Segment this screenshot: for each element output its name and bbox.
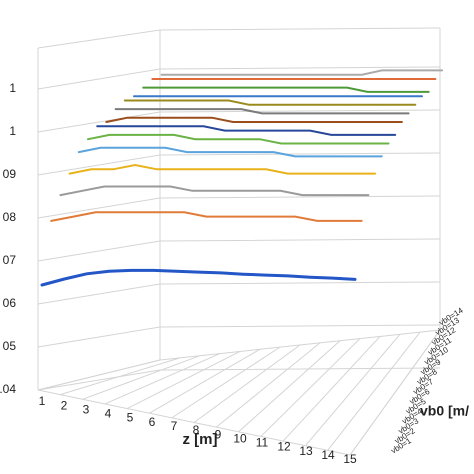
x-tick-label: 7 bbox=[171, 419, 178, 433]
x-tick-label: 8 bbox=[193, 423, 200, 437]
floor-grid-line bbox=[238, 340, 341, 433]
series-line bbox=[59, 185, 370, 197]
x-tick-label: 9 bbox=[215, 427, 222, 441]
x-axis-label: z [m] bbox=[183, 431, 218, 448]
floor-grid-line bbox=[305, 333, 401, 447]
x-tick-label: 14 bbox=[321, 448, 335, 462]
grid-line bbox=[37, 281, 441, 305]
floor-grid-line bbox=[82, 355, 201, 400]
floor-grid-line bbox=[349, 329, 441, 456]
y-tick-label: 1 bbox=[9, 81, 16, 95]
box-top bbox=[37, 27, 441, 49]
grid-line bbox=[37, 324, 441, 348]
x-tick-label: 5 bbox=[127, 411, 134, 425]
series-line bbox=[123, 99, 417, 106]
y-tick-label: 09 bbox=[3, 167, 17, 181]
floor-back bbox=[37, 329, 441, 391]
y-tick-label: 07 bbox=[3, 253, 17, 267]
floor-grid-line bbox=[327, 331, 421, 451]
floor-grid-line bbox=[149, 348, 261, 414]
series-line bbox=[105, 116, 403, 123]
series-line bbox=[87, 133, 390, 145]
x-tick-label: 11 bbox=[256, 436, 269, 450]
series-line bbox=[40, 268, 357, 287]
x-tick-label: 3 bbox=[83, 402, 90, 416]
depth-axis-label: vb0 [m/ bbox=[420, 403, 469, 419]
floor-grid-line bbox=[282, 336, 381, 442]
series-line bbox=[96, 125, 397, 136]
grid-line bbox=[37, 195, 441, 219]
grid-line bbox=[37, 66, 441, 90]
series-line bbox=[50, 211, 363, 222]
grid-line bbox=[37, 238, 441, 262]
floor-grid-line bbox=[215, 342, 321, 428]
series-line bbox=[114, 108, 410, 115]
y-tick-label: .04 bbox=[0, 382, 16, 396]
series-line bbox=[68, 163, 377, 175]
floor-grid-line bbox=[193, 344, 301, 423]
series-line bbox=[77, 146, 383, 158]
series-line bbox=[160, 69, 444, 76]
x-tick-label: 15 bbox=[343, 452, 357, 466]
floor-grid-line bbox=[260, 338, 361, 437]
y-tick-label: 1 bbox=[9, 124, 16, 138]
x-tick-label: 6 bbox=[149, 415, 156, 429]
series-line bbox=[142, 86, 430, 93]
x-tick-label: 4 bbox=[105, 407, 112, 421]
floor-grid-line bbox=[171, 346, 281, 419]
y-tick-label: 05 bbox=[3, 339, 17, 353]
y-tick-label: 08 bbox=[3, 210, 17, 224]
x-tick-label: 1 bbox=[39, 394, 46, 408]
floor-grid-line bbox=[126, 350, 241, 410]
y-tick-label: 06 bbox=[3, 296, 17, 310]
grid-line bbox=[37, 367, 441, 391]
x-tick-label: 12 bbox=[277, 440, 291, 454]
grid-line bbox=[37, 152, 441, 176]
x-tick-label: 2 bbox=[61, 398, 68, 412]
floor-grid-line bbox=[60, 357, 181, 396]
grid-line bbox=[37, 109, 441, 133]
x-tick-label: 13 bbox=[299, 444, 313, 458]
floor-grid-line bbox=[104, 353, 221, 405]
floor-grid-line bbox=[37, 359, 161, 391]
x-tick-label: 10 bbox=[233, 431, 247, 445]
